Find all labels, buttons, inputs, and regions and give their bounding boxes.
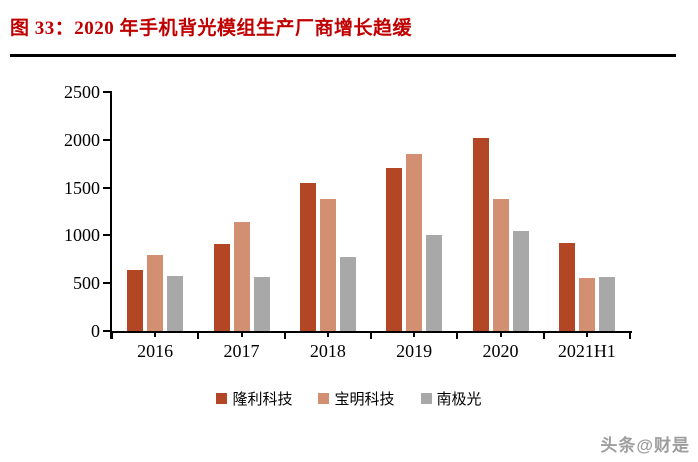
x-axis-category-label: 2020 <box>482 341 519 361</box>
x-axis-category-label: 2021H1 <box>557 341 616 361</box>
bar-隆利科技-2021H1 <box>558 243 575 331</box>
legend-item: 宝明科技 <box>318 388 395 409</box>
legend-swatch-icon <box>420 393 432 404</box>
chart: 0 500 1000 1500 2000 2500 2016 2017 2018 2019 2020… <box>0 60 698 400</box>
legend-label: 南极光 <box>436 392 482 408</box>
y-axis-tick-label: 2000 <box>64 129 100 150</box>
bar-宝明科技-2016 <box>147 255 164 331</box>
x-axis-tick-major <box>111 331 113 339</box>
bar-南极光-2019 <box>426 235 443 331</box>
x-axis-category-label: 2018 <box>309 341 346 361</box>
bar-宝明科技-2021H1 <box>578 278 595 331</box>
bar-南极光-2016 <box>167 276 184 331</box>
x-axis-category-label: 2017 <box>223 341 260 361</box>
x-axis-category-label: 2016 <box>137 341 174 361</box>
x-axis-tick-minor <box>413 331 416 337</box>
y-axis-tick-label: 2500 <box>64 82 100 102</box>
x-axis-tick-major <box>542 331 545 339</box>
x-axis-tick-major <box>629 331 631 339</box>
x-axis-tick-minor <box>585 331 588 337</box>
x-axis-tick-major <box>283 331 286 339</box>
bar-隆利科技-2019 <box>386 168 403 331</box>
bar-南极光-2017 <box>253 277 270 331</box>
title-divider <box>10 54 676 57</box>
bar-南极光-2020 <box>512 230 529 331</box>
bar-隆利科技-2020 <box>472 137 489 331</box>
bar-南极光-2018 <box>339 256 356 331</box>
x-axis-tick-major <box>197 331 200 339</box>
bar-隆利科技-2018 <box>299 182 316 331</box>
y-axis-tick-label: 1500 <box>64 177 100 198</box>
figure-title: 图 33：2020 年手机背光模组生产厂商增长趋缓 <box>10 18 413 39</box>
y-axis-tick <box>103 186 110 189</box>
x-axis-tick-major <box>370 331 372 339</box>
y-axis-tick-label: 0 <box>91 321 100 341</box>
legend-swatch-icon <box>216 393 228 404</box>
y-axis-line <box>110 91 112 339</box>
x-axis-tick-minor <box>240 331 243 337</box>
y-axis-tick <box>103 234 110 237</box>
watermark: 头条@财是 <box>600 436 690 455</box>
x-axis-tick-minor <box>154 331 157 337</box>
bar-隆利科技-2017 <box>213 244 230 331</box>
bar-隆利科技-2016 <box>127 269 144 331</box>
y-axis-tick-label: 500 <box>73 273 100 294</box>
y-axis-tick <box>103 91 110 93</box>
legend-label: 宝明科技 <box>334 392 395 408</box>
x-axis-tick-major <box>456 331 459 339</box>
bar-宝明科技-2019 <box>406 154 423 331</box>
y-axis-tick <box>103 282 110 285</box>
x-axis-tick-minor <box>326 331 329 337</box>
y-axis-tick <box>103 330 110 332</box>
bar-宝明科技-2017 <box>233 222 250 331</box>
legend-item: 南极光 <box>420 388 482 409</box>
y-axis-tick <box>103 138 110 141</box>
legend-item: 隆利科技 <box>216 388 292 409</box>
bar-宝明科技-2018 <box>319 199 336 331</box>
x-axis-tick-minor <box>499 331 502 337</box>
legend-label: 隆利科技 <box>232 392 293 408</box>
legend-swatch-icon <box>318 393 330 404</box>
x-axis-category-label: 2019 <box>396 341 433 361</box>
bar-南极光-2021H1 <box>598 277 615 331</box>
bar-宝明科技-2020 <box>492 199 509 331</box>
y-axis-tick-label: 1000 <box>64 225 100 246</box>
chart-legend: 隆利科技 宝明科技 南极光 <box>0 388 698 409</box>
